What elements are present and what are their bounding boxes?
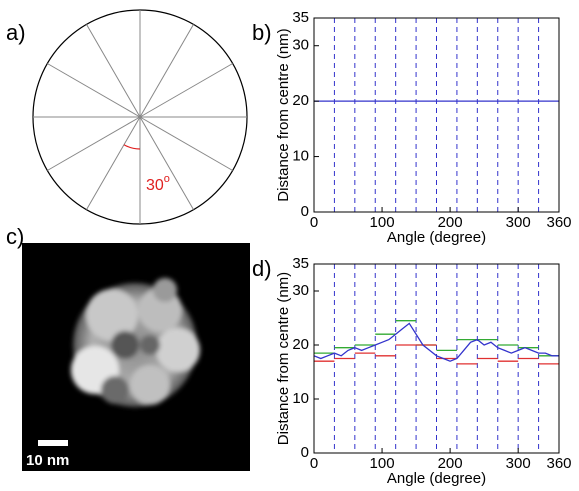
y-tick-label: 10 (292, 148, 309, 165)
scale-bar (38, 440, 68, 446)
x-tick-label: 0 (310, 455, 318, 472)
y-tick-label: 20 (292, 92, 309, 109)
x-tick-label: 360 (546, 214, 571, 231)
y-tick-label: 0 (301, 203, 309, 220)
x-tick-label: 200 (438, 214, 463, 231)
plot-frame (313, 263, 560, 454)
spoke (47, 116, 141, 171)
y-tick-label: 30 (292, 282, 309, 299)
x-tick-label: 360 (546, 455, 571, 472)
y-tick-label: 20 (292, 336, 309, 353)
angle-unit: o (164, 173, 170, 185)
panel-label: a) (6, 20, 26, 45)
y-axis-label: Distance from centre (nm) (275, 272, 292, 445)
x-tick-label: 100 (370, 455, 395, 472)
angle-arc (123, 144, 141, 150)
particle (71, 278, 200, 407)
x-tick-label: 200 (438, 455, 463, 472)
x-tick-label: 100 (370, 214, 395, 231)
x-tick-label: 0 (310, 214, 318, 231)
panel-label: d) (252, 256, 272, 281)
panel-label: c) (6, 224, 24, 249)
spoke (139, 116, 194, 210)
x-axis-label: Angle (degree) (387, 229, 486, 246)
angle-label: 30o (146, 173, 170, 194)
chart: 0 100 200 300 360 0 10 20 30 35 Angle (degree) Dist… (275, 9, 572, 246)
sector-diagram: 30o (32, 9, 248, 225)
x-tick-label: 300 (506, 214, 531, 231)
spoke (139, 63, 233, 118)
scale-bar-label: 10 nm (26, 452, 69, 469)
spoke (86, 116, 141, 210)
data-line (313, 322, 559, 362)
panel-label: b) (252, 20, 272, 45)
y-tick-label: 30 (292, 37, 309, 54)
x-axis-label: Angle (degree) (387, 470, 486, 487)
spoke (47, 63, 141, 118)
chart: 0 100 200 300 360 0 10 20 30 35 Angle (degree) Dist… (275, 255, 572, 487)
y-axis-label: Distance from centre (nm) (275, 28, 292, 201)
y-tick-label: 35 (292, 9, 309, 26)
micrograph: 10 nm (22, 243, 250, 471)
x-tick-label: 300 (506, 455, 531, 472)
spoke (86, 24, 141, 118)
y-tick-label: 10 (292, 390, 309, 407)
spoke (139, 24, 194, 118)
plot-frame (313, 17, 560, 213)
angle-value: 30 (146, 177, 164, 194)
y-tick-label: 35 (292, 255, 309, 272)
spoke (139, 116, 233, 171)
y-tick-label: 0 (301, 444, 309, 461)
